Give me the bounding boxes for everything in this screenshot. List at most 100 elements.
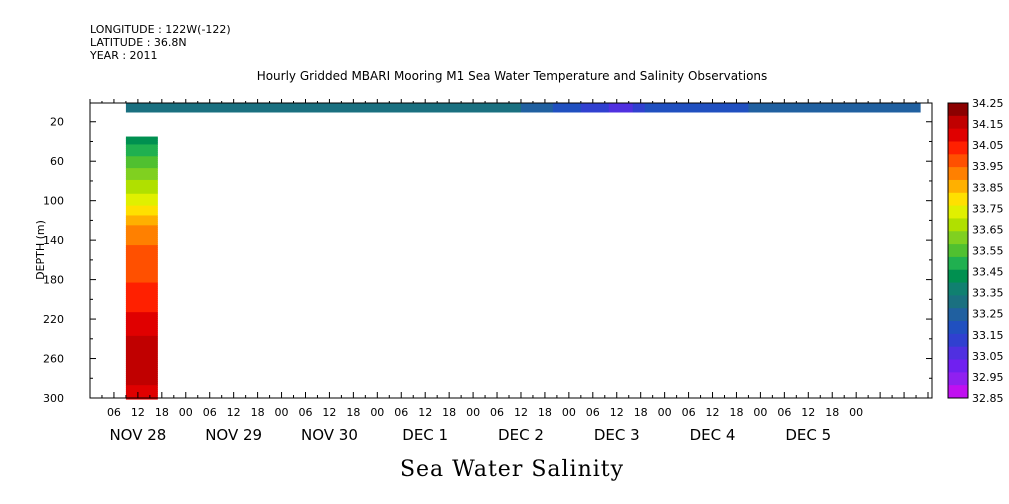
surface-salinity-cell <box>732 102 738 113</box>
profile-salinity-cell <box>125 325 158 329</box>
surface-salinity-cell <box>149 102 155 113</box>
x-day-label: NOV 30 <box>301 426 358 444</box>
x-tick-label: 12 <box>131 406 145 419</box>
surface-salinity-cell <box>281 102 287 113</box>
colorbar-swatch <box>948 128 968 142</box>
surface-salinity-cell <box>608 102 614 113</box>
surface-salinity-cell <box>804 102 809 113</box>
profile-salinity-cell <box>125 170 158 173</box>
surface-salinity-cell <box>345 102 350 113</box>
profile-salinity-cell <box>125 310 158 313</box>
x-day-label: DEC 3 <box>594 426 640 444</box>
profile-salinity-cell <box>125 235 158 238</box>
colorbar-swatch <box>948 154 968 168</box>
x-tick-label: 00 <box>275 406 289 419</box>
profile-salinity-cell <box>125 389 158 392</box>
surface-salinity-cell <box>824 102 829 113</box>
profile-salinity-cell <box>125 312 158 315</box>
surface-salinity-cell <box>477 102 482 113</box>
surface-salinity-cell <box>445 102 450 113</box>
surface-salinity-cell <box>632 102 638 113</box>
surface-salinity-cell <box>485 102 490 113</box>
profile-salinity-cell <box>125 227 158 230</box>
surface-salinity-cell <box>660 102 666 113</box>
surface-salinity-cell <box>572 102 578 113</box>
colorbar-label: 34.15 <box>972 118 1004 131</box>
colorbar-label: 33.95 <box>972 160 1004 173</box>
colorbar-label: 33.75 <box>972 202 1004 215</box>
surface-salinity-cell <box>724 102 730 113</box>
surface-salinity-cell <box>912 102 917 113</box>
surface-salinity-cell <box>752 102 758 113</box>
x-day-label: DEC 2 <box>498 426 544 444</box>
colorbar-swatch <box>948 205 968 219</box>
profile-salinity-cell <box>125 152 158 155</box>
surface-salinity-cell <box>141 102 147 113</box>
x-tick-label: 12 <box>418 406 432 419</box>
surface-salinity-cell <box>425 102 430 113</box>
surface-salinity-cell <box>848 102 853 113</box>
x-tick-label: 00 <box>370 406 384 419</box>
surface-salinity-cell <box>405 102 410 113</box>
profile-salinity-cell <box>125 260 158 264</box>
surface-salinity-cell <box>165 102 171 113</box>
colorbar-label: 33.55 <box>972 245 1004 258</box>
surface-salinity-cell <box>337 102 343 113</box>
colorbar-swatch <box>948 346 968 361</box>
surface-salinity-cell <box>836 102 841 113</box>
surface-salinity-cell <box>768 102 773 113</box>
profile-salinity-cell <box>125 207 158 211</box>
surface-salinity-cell <box>373 102 378 113</box>
surface-salinity-cell <box>604 102 610 113</box>
profile-salinity-cell <box>125 333 158 337</box>
profile-salinity-cell <box>125 199 158 203</box>
profile-salinity-cell <box>125 211 158 215</box>
colorbar-label: 33.85 <box>972 181 1004 194</box>
surface-salinity-cell <box>177 102 183 113</box>
surface-salinity-cell <box>528 102 534 113</box>
profile-salinity-cell <box>125 187 158 191</box>
profile-salinity-cell <box>125 391 158 394</box>
surface-salinity-cell <box>385 102 390 113</box>
profile-salinity-cell <box>125 371 158 374</box>
surface-salinity-cell <box>393 102 398 113</box>
surface-salinity-cell <box>772 102 777 113</box>
profile-salinity-cell <box>125 176 158 179</box>
profile-salinity-cell <box>125 239 158 242</box>
surface-salinity-cell <box>317 102 323 113</box>
profile-salinity-cell <box>125 177 158 181</box>
colorbar-swatch <box>948 308 968 322</box>
surface-salinity-cell <box>313 102 319 113</box>
surface-salinity-cell <box>812 102 817 113</box>
profile-salinity-cell <box>125 256 158 260</box>
surface-salinity-cell <box>900 102 905 113</box>
surface-salinity-cell <box>421 102 426 113</box>
profile-salinity-cell <box>125 345 158 349</box>
surface-salinity-cell <box>844 102 849 113</box>
bottom-title: Sea Water Salinity <box>400 457 624 482</box>
profile-salinity-cell <box>125 201 158 205</box>
surface-salinity-cell <box>273 102 279 113</box>
colorbar-swatch <box>948 269 968 284</box>
surface-salinity-cell <box>904 102 909 113</box>
profile-salinity-cell <box>125 219 158 222</box>
profile-salinity-cell <box>125 320 158 323</box>
colorbar-swatch <box>948 167 968 181</box>
surface-salinity-cell <box>800 102 805 113</box>
surface-salinity-cell <box>365 102 370 113</box>
colorbar-frame <box>947 102 969 399</box>
surface-salinity-cell <box>409 102 414 113</box>
x-tick-label: 06 <box>203 406 217 419</box>
profile-salinity-cell <box>125 223 158 226</box>
surface-salinity-cell <box>580 102 586 113</box>
x-tick-label: 12 <box>706 406 720 419</box>
profile-salinity-cell <box>125 272 158 276</box>
profile-salinity-cell <box>125 150 158 153</box>
surface-salinity-cell <box>792 102 797 113</box>
surface-salinity-cell <box>648 102 654 113</box>
profile-salinity-cell <box>125 237 158 240</box>
x-tick-label: 18 <box>729 406 743 419</box>
profile-salinity-cell <box>125 282 158 286</box>
profile-salinity-cell <box>125 136 158 140</box>
colorbar-swatch <box>948 385 968 399</box>
